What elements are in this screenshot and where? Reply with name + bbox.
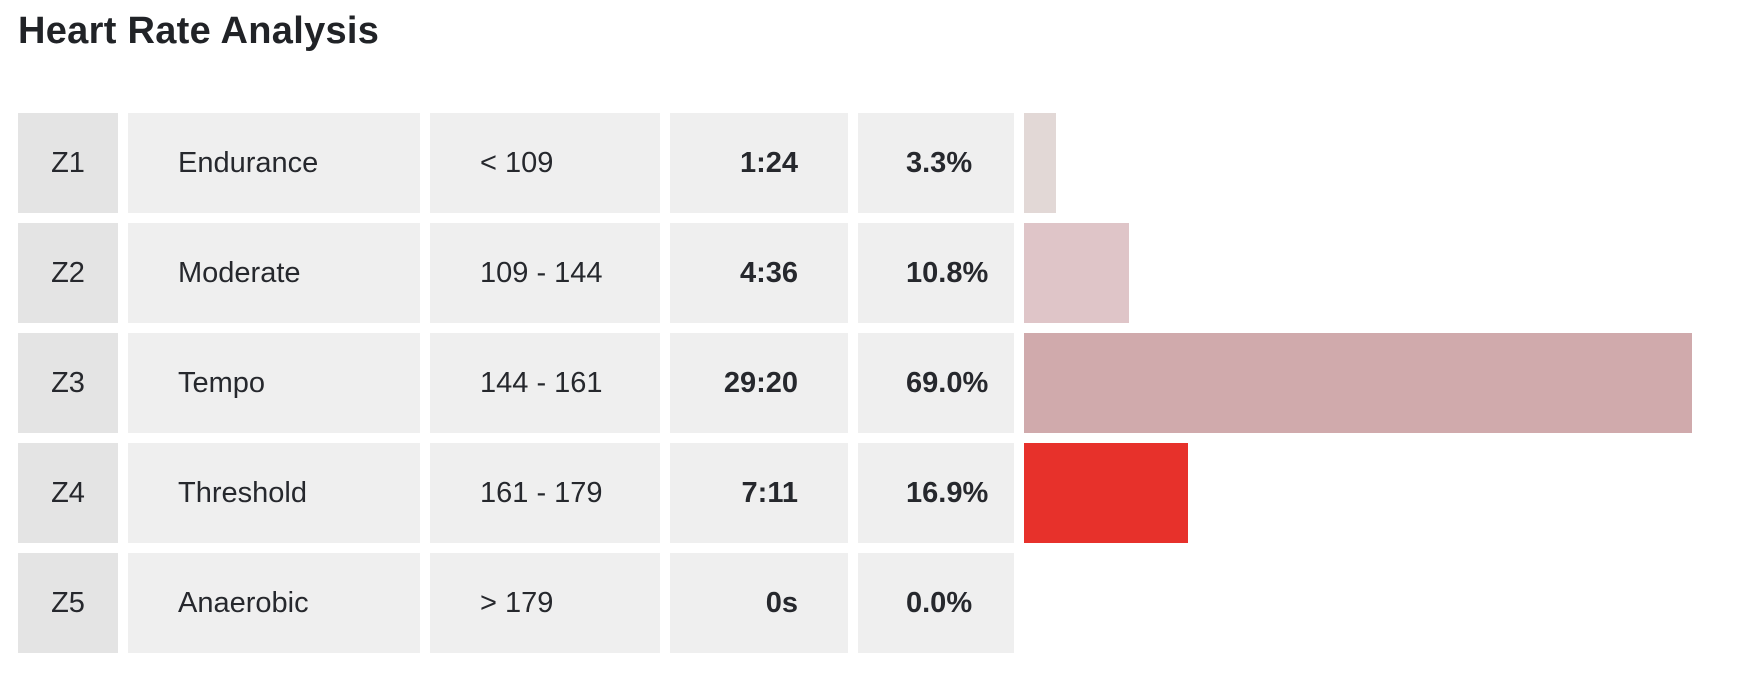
zone-range: 144 - 161 [480, 366, 603, 399]
zone-time-cell: 1:24 [670, 113, 848, 213]
zone-range-cell: < 109 [430, 113, 660, 213]
zone-percent: 16.9% [906, 476, 989, 509]
zone-time-cell: 4:36 [670, 223, 848, 323]
zone-percent-cell: 3.3% [858, 113, 1014, 213]
zone-percent: 3.3% [906, 146, 973, 179]
zone-code: Z2 [51, 256, 85, 289]
zone-code: Z5 [51, 586, 85, 619]
zone-percent: 0.0% [906, 586, 973, 619]
zone-time-cell: 0s [670, 553, 848, 653]
heart-rate-analysis-panel: Heart Rate Analysis Z1 Endurance < 109 1… [18, 10, 1750, 653]
zone-range-cell: 161 - 179 [430, 443, 660, 543]
zone-time-cell: 29:20 [670, 333, 848, 433]
zone-percent: 69.0% [906, 366, 989, 399]
zone-badge-cell: Z4 [18, 443, 118, 543]
zone-range-cell: 109 - 144 [430, 223, 660, 323]
zone-range-cell: 144 - 161 [430, 333, 660, 433]
zone-label: Tempo [178, 366, 266, 399]
hr-zone-row: Z3 Tempo 144 - 161 29:20 69.0% [18, 333, 1750, 433]
zone-percent: 10.8% [906, 256, 989, 289]
zone-label: Moderate [178, 256, 301, 289]
hr-zone-table: Z1 Endurance < 109 1:24 3.3% Z2 Moderate… [18, 113, 1750, 653]
zone-bar [1024, 113, 1056, 213]
hr-zone-row: Z4 Threshold 161 - 179 7:11 16.9% [18, 443, 1750, 543]
zone-percent-cell: 0.0% [858, 553, 1014, 653]
zone-range: 109 - 144 [480, 256, 603, 289]
zone-time: 1:24 [739, 146, 798, 179]
zone-label-cell: Threshold [128, 443, 420, 543]
zone-badge-cell: Z3 [18, 333, 118, 433]
zone-bar [1024, 443, 1188, 543]
zone-label: Anaerobic [178, 586, 309, 619]
zone-range: 161 - 179 [480, 476, 603, 509]
zone-code: Z4 [51, 476, 85, 509]
zone-time: 7:11 [741, 476, 798, 509]
page-title: Heart Rate Analysis [18, 10, 380, 52]
zone-time: 29:20 [723, 366, 798, 399]
zone-code: Z1 [51, 146, 85, 179]
zone-bar [1024, 223, 1129, 323]
zone-label-cell: Anaerobic [128, 553, 420, 653]
zone-range: < 109 [480, 146, 554, 179]
zone-label-cell: Tempo [128, 333, 420, 433]
zone-label: Endurance [178, 146, 319, 179]
zone-range-cell: > 179 [430, 553, 660, 653]
zone-label-cell: Endurance [128, 113, 420, 213]
zone-time: 0s [765, 586, 798, 619]
zone-percent-cell: 10.8% [858, 223, 1014, 323]
zone-range: > 179 [480, 586, 554, 619]
zone-code: Z3 [51, 366, 85, 399]
zone-label-cell: Moderate [128, 223, 420, 323]
zone-bar [1024, 333, 1692, 433]
zone-percent-cell: 69.0% [858, 333, 1014, 433]
hr-zone-row: Z1 Endurance < 109 1:24 3.3% [18, 113, 1750, 213]
hr-zone-row: Z2 Moderate 109 - 144 4:36 10.8% [18, 223, 1750, 323]
zone-time: 4:36 [739, 256, 798, 289]
zone-label: Threshold [178, 476, 307, 509]
hr-zone-row: Z5 Anaerobic > 179 0s 0.0% [18, 553, 1750, 653]
zone-time-cell: 7:11 [670, 443, 848, 543]
zone-badge-cell: Z1 [18, 113, 118, 213]
zone-badge-cell: Z5 [18, 553, 118, 653]
zone-percent-cell: 16.9% [858, 443, 1014, 543]
zone-badge-cell: Z2 [18, 223, 118, 323]
